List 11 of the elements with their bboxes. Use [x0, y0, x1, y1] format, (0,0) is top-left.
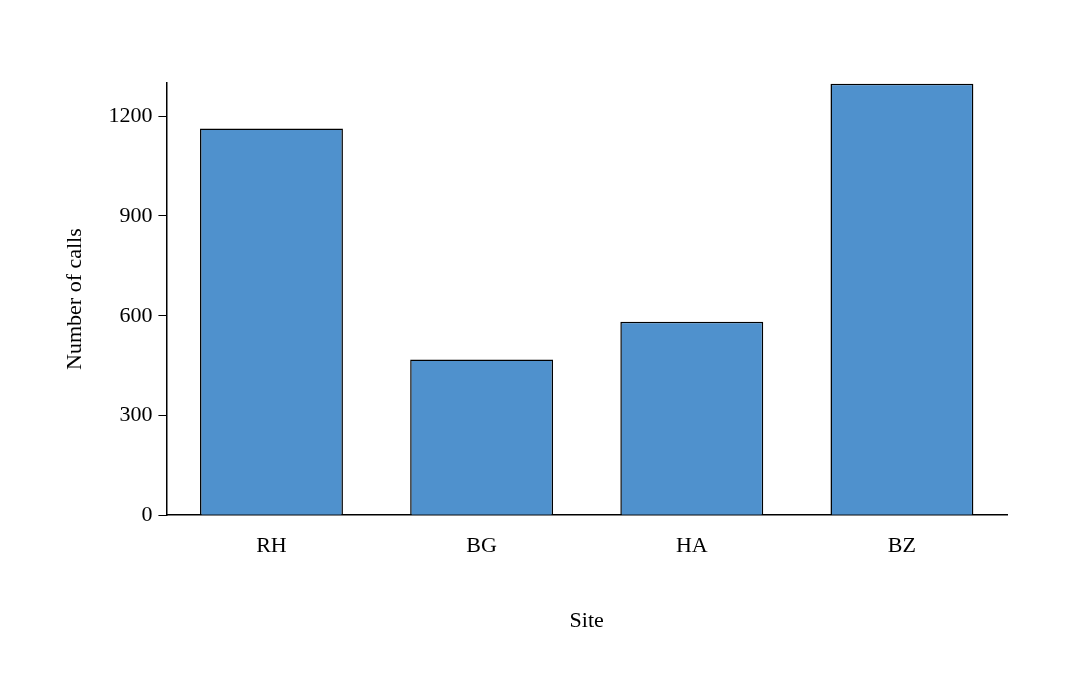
- y-tick-label: 300: [119, 401, 153, 427]
- y-tick-label: 900: [119, 201, 153, 227]
- y-tick-label: 600: [119, 301, 153, 327]
- x-tick-label: HA: [675, 532, 708, 558]
- x-tick-label: RH: [256, 532, 287, 558]
- y-axis-title: Number of calls: [60, 228, 86, 370]
- y-tick-label: 1200: [108, 102, 153, 128]
- x-tick-label: BG: [466, 532, 498, 558]
- x-axis-title: Site: [569, 606, 604, 632]
- y-tick-label: 0: [141, 500, 153, 526]
- x-tick-label: BZ: [887, 532, 916, 558]
